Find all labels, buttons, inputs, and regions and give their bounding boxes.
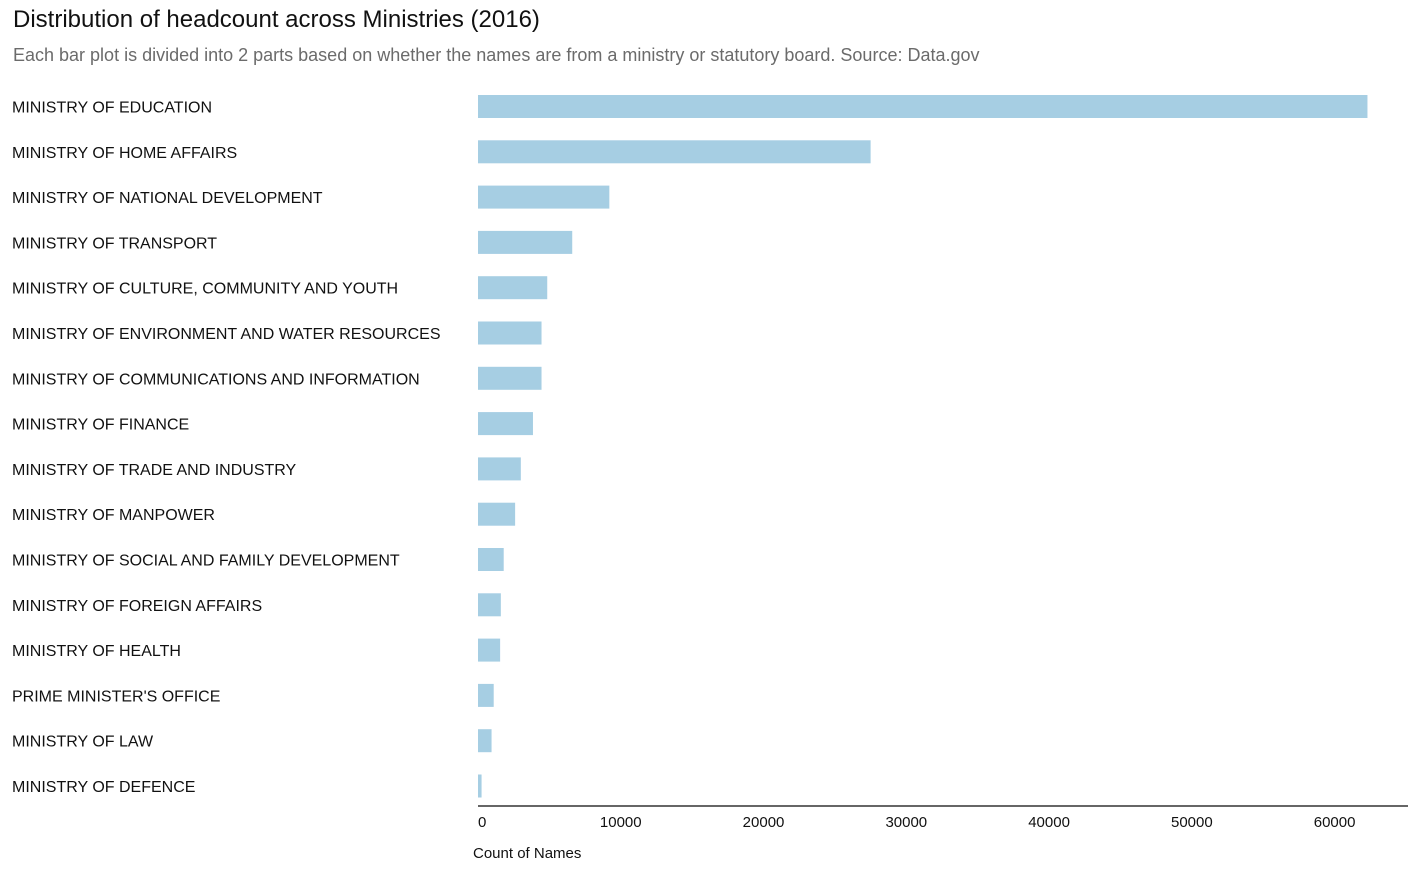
bar (478, 774, 482, 798)
category-labels: MINISTRY OF EDUCATION MINISTRY OF HOME AF… (12, 100, 441, 797)
bars-group (478, 95, 1368, 798)
category-label: MINISTRY OF NATIONAL DEVELOPMENT (12, 190, 323, 207)
bar (478, 593, 501, 617)
x-tick-label: 10000 (600, 814, 642, 831)
bar (478, 321, 542, 345)
chart-subtitle: Each bar plot is divided into 2 parts ba… (13, 45, 980, 65)
x-tick-label: 20000 (743, 814, 785, 831)
bar (478, 185, 610, 209)
bar (478, 729, 492, 753)
category-label: MINISTRY OF ENVIRONMENT AND WATER RESOUR… (12, 326, 441, 343)
bar (478, 366, 542, 390)
x-tick-label: 40000 (1028, 814, 1070, 831)
bar (478, 548, 504, 571)
category-label: PRIME MINISTER'S OFFICE (12, 688, 220, 705)
category-label: MINISTRY OF FOREIGN AFFAIRS (12, 598, 262, 615)
category-label: MINISTRY OF HEALTH (12, 643, 181, 660)
category-label: MINISTRY OF MANPOWER (12, 507, 215, 524)
x-tick-label: 50000 (1171, 814, 1213, 831)
x-tick-label: 30000 (885, 814, 927, 831)
category-label: MINISTRY OF TRANSPORT (12, 235, 217, 252)
bar (478, 457, 521, 481)
bar (478, 230, 573, 254)
category-label: MINISTRY OF DEFENCE (12, 779, 195, 796)
bar (478, 412, 533, 436)
category-label: MINISTRY OF EDUCATION (12, 100, 212, 117)
x-tick-label: 0 (478, 814, 486, 831)
x-axis-title: Count of Names (473, 845, 581, 862)
bar (478, 95, 1368, 118)
bar (478, 638, 501, 662)
category-label: MINISTRY OF TRADE AND INDUSTRY (12, 462, 297, 479)
category-label: MINISTRY OF HOME AFFAIRS (12, 145, 237, 162)
category-label: MINISTRY OF COMMUNICATIONS AND INFORMATI… (12, 371, 420, 388)
bar (478, 276, 548, 300)
category-label: MINISTRY OF FINANCE (12, 417, 189, 434)
bar (478, 502, 516, 526)
bar (478, 683, 494, 707)
category-label: MINISTRY OF CULTURE, COMMUNITY AND YOUTH (12, 281, 398, 298)
category-label: MINISTRY OF LAW (12, 734, 154, 751)
x-tick-labels: 0 10000 20000 30000 40000 50000 60000 (478, 814, 1355, 831)
x-tick-label: 60000 (1314, 814, 1356, 831)
category-label: MINISTRY OF SOCIAL AND FAMILY DEVELOPMEN… (12, 553, 400, 570)
bar (478, 140, 871, 164)
chart-title: Distribution of headcount across Ministr… (13, 6, 540, 33)
